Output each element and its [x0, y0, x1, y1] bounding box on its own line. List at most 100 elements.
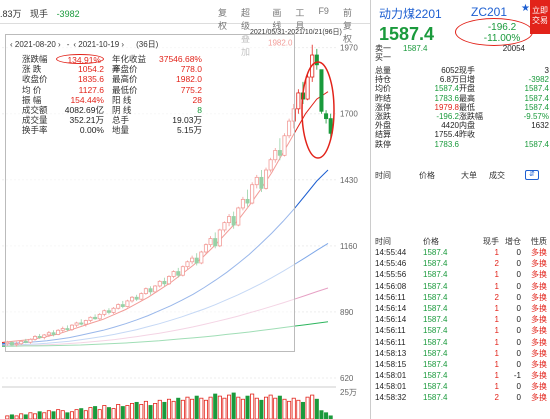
- volume-bar: [69, 411, 75, 419]
- quote-row: 总量 6052 现手 3: [375, 66, 549, 75]
- volume-bar: [208, 396, 213, 419]
- volume-bar: [236, 396, 241, 419]
- orderbook-cell: [447, 53, 485, 62]
- stats-label: 换手率: [22, 125, 48, 136]
- stats-value: 1054.2: [78, 64, 104, 75]
- tick-cell: 14:56:11: [375, 326, 406, 336]
- quote-row: 外盘 4420 内盘 1632: [375, 121, 549, 130]
- stats-value: 352.21万: [69, 115, 105, 126]
- volume-bar: [19, 413, 24, 419]
- tick-cell: 14:56:14: [375, 315, 407, 325]
- volume-bar: [28, 412, 33, 419]
- tick-cell: 1587.4: [423, 315, 448, 325]
- quote-value: 1755.4: [434, 130, 459, 140]
- tick-cell: 1: [494, 337, 499, 347]
- y-tick-label: 1160: [340, 242, 358, 251]
- quote-label: 日增: [459, 75, 475, 85]
- stats-row: 成交额 4082.69亿阴 线 8: [22, 105, 222, 115]
- tab-bigorder[interactable]: 大单: [461, 171, 477, 180]
- ticks-header: 时间 价格 现手 增仓 性质: [375, 236, 549, 247]
- orderbook-cell: 买一: [375, 53, 391, 63]
- tick-cell: 0: [516, 393, 521, 403]
- popup-end-date[interactable]: ‹ 2021-10-19 ›: [73, 39, 125, 49]
- tick-cell: 14:56:11: [375, 337, 406, 347]
- orderbook-row: 买一: [375, 53, 549, 62]
- volume-bar: [9, 414, 14, 419]
- tick-cell: 1: [494, 348, 499, 358]
- stats-label: 年化收益率: [112, 54, 147, 75]
- quote-label: 内盘: [459, 121, 475, 131]
- quote-label: 开盘: [459, 84, 475, 94]
- stats-label: 最高价: [112, 74, 138, 85]
- quote-label: 持仓: [375, 75, 391, 85]
- tick-cell: 0: [516, 348, 521, 358]
- expand-icon[interactable]: ⇵: [525, 170, 539, 180]
- top-curhand-value: -3982: [56, 9, 80, 19]
- volume-bar: [268, 394, 273, 419]
- tick-row: 14:56:14 1587.4 1 0 多换: [375, 303, 549, 314]
- orderbook-cell: [525, 53, 549, 62]
- y-tick-label: 1970: [340, 44, 358, 53]
- tick-cell: 多换: [531, 303, 547, 313]
- volume-bar: [79, 408, 84, 419]
- quote-label: 昨结: [375, 93, 391, 103]
- volume-bar: [166, 398, 172, 419]
- menu-forward-rights[interactable]: 前复权: [342, 8, 352, 44]
- tab-time[interactable]: 时间: [375, 171, 391, 180]
- quote-value: -196.2: [436, 111, 459, 121]
- volume-bar: [203, 399, 208, 419]
- tick-cell: 1587.4: [423, 270, 448, 280]
- menu-restore-rights[interactable]: 复权: [218, 8, 228, 31]
- volume-bar: [106, 407, 111, 419]
- tick-cell: 1: [494, 270, 499, 280]
- stats-row: 成交量 352.21万 总手 19.03万: [22, 115, 222, 125]
- quote-label: 昨收: [459, 130, 475, 140]
- stats-value: 5.15万: [176, 125, 202, 136]
- tick-row: 14:55:56 1587.4 1 0 多换: [375, 269, 549, 280]
- volume-bar: [324, 412, 329, 419]
- tick-tabs: 时间 价格 大单 成交 ⇵: [375, 170, 549, 181]
- tick-row: 14:56:11 1587.4 1 0 多换: [375, 337, 549, 348]
- popup-start-date[interactable]: ‹ 2021-08-20 ›: [10, 39, 61, 49]
- favorite-star-icon[interactable]: ★: [521, 3, 530, 14]
- tick-row: 14:58:13 1587.4 1 0 多换: [375, 348, 549, 359]
- tick-cell: 1: [494, 281, 499, 291]
- tab-price[interactable]: 价格: [419, 171, 435, 180]
- stats-label: 振 幅: [22, 94, 42, 105]
- quote-row: 跌停 1783.6 1587.4: [375, 140, 549, 149]
- tick-cell: 14:56:08: [375, 281, 407, 291]
- menu-f9[interactable]: F9: [318, 6, 329, 16]
- volume-bar: [14, 415, 19, 419]
- top-toolbar: .83万 现手 -3982 复权 超级叠加 画线 工具 F9 前复权: [0, 0, 370, 57]
- ticks-header-cell: 价格: [423, 237, 439, 246]
- volume-bar: [227, 394, 232, 419]
- volume-bar: [93, 406, 98, 419]
- tick-cell: 多换: [531, 248, 547, 257]
- tick-cell: 1: [494, 315, 499, 325]
- menu-tools[interactable]: 工具: [295, 8, 305, 31]
- tick-row: 14:58:15 1587.4 1 0 多换: [375, 359, 549, 370]
- volume-bar: [300, 401, 305, 419]
- tick-cell: 0: [516, 303, 521, 313]
- tick-cell: 多换: [531, 326, 547, 336]
- stats-label: 成交量: [22, 115, 48, 126]
- orderbook: 卖一 1587.4 20054 买一: [375, 44, 549, 62]
- tick-cell: 1: [494, 326, 499, 336]
- volume-bar: [291, 397, 296, 419]
- stats-label: 最低价: [112, 84, 138, 95]
- menu-draw-line[interactable]: 画线: [272, 8, 282, 31]
- tick-cell: 2: [494, 292, 499, 302]
- tick-list[interactable]: 时间 价格 现手 增仓 性质 14:55:44 1587.4 1 0 多换 14:55:46 1587…: [375, 236, 549, 404]
- tick-cell: 多换: [531, 259, 547, 269]
- tick-cell: 0: [516, 259, 521, 269]
- volume-bar: [65, 412, 70, 419]
- tick-cell: 1: [494, 248, 499, 257]
- tab-trade[interactable]: 成交: [489, 171, 505, 180]
- volume-bar: [194, 395, 199, 419]
- volume-bar: [222, 397, 227, 419]
- tick-row: 14:56:11 1587.4 1 0 多换: [375, 325, 549, 336]
- trade-now-button[interactable]: 立即 交易: [530, 0, 550, 34]
- volume-bar: [282, 398, 287, 419]
- stats-label: 收盘价: [22, 74, 48, 85]
- volume-bar: [171, 400, 176, 419]
